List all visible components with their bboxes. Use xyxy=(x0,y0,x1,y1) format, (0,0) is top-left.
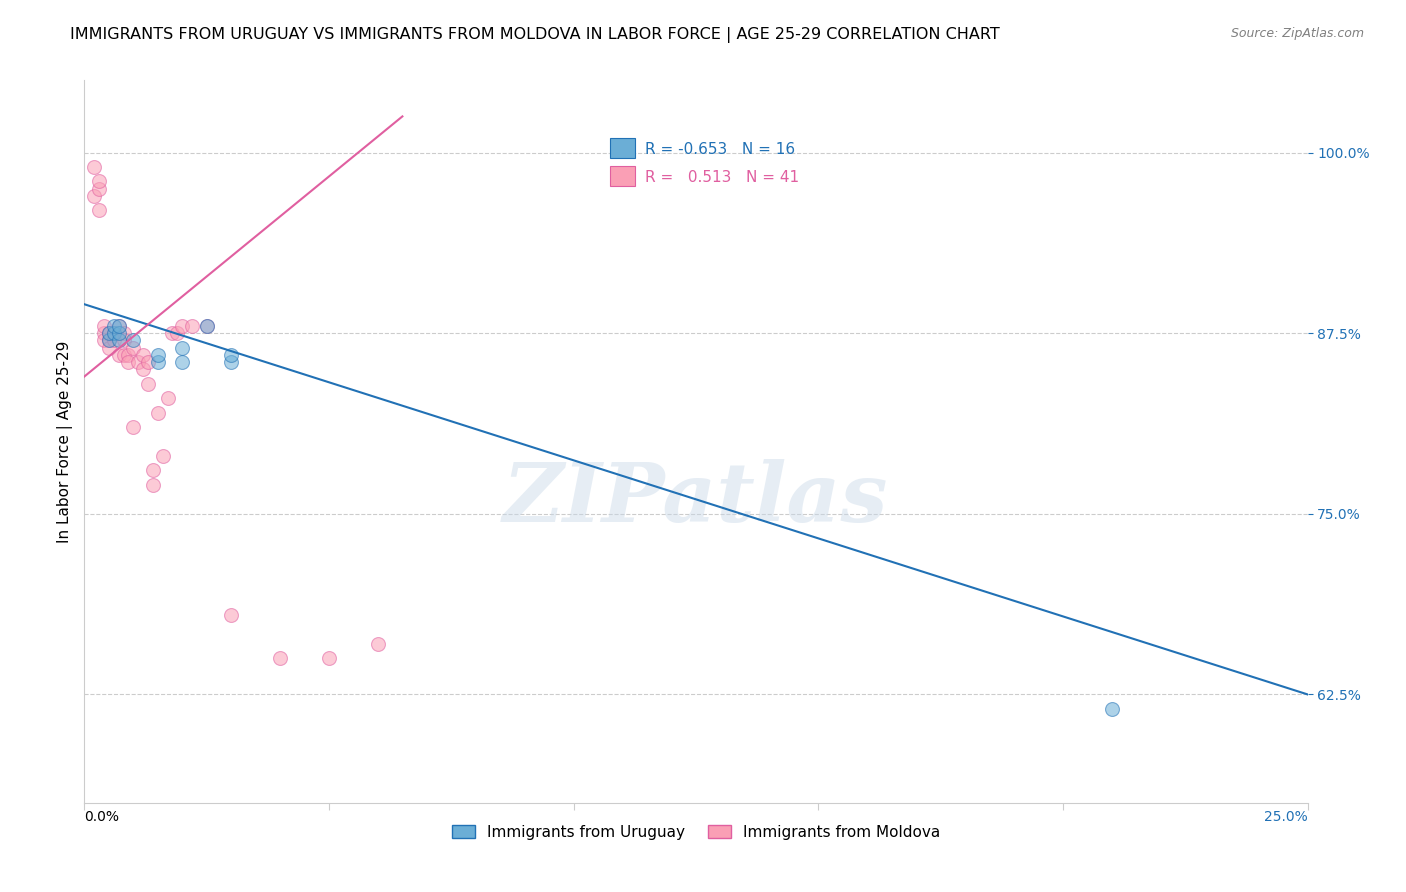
Text: R =   0.513   N = 41: R = 0.513 N = 41 xyxy=(644,169,799,185)
Point xyxy=(195,318,218,333)
Point xyxy=(152,449,174,463)
Point xyxy=(219,355,242,369)
Text: ZIPatlas: ZIPatlas xyxy=(503,459,889,540)
Point xyxy=(103,334,125,348)
Point xyxy=(162,326,184,341)
Point xyxy=(97,334,120,348)
Point xyxy=(136,355,159,369)
Point xyxy=(318,651,340,665)
Point xyxy=(103,318,125,333)
Point xyxy=(122,341,145,355)
Point xyxy=(93,334,115,348)
Point xyxy=(107,348,129,362)
Point xyxy=(83,160,105,174)
Point xyxy=(97,334,120,348)
Point xyxy=(136,376,159,391)
Point xyxy=(107,326,129,341)
Point xyxy=(166,326,188,341)
Point xyxy=(97,326,120,341)
Point xyxy=(103,326,125,341)
Text: 0.0%: 0.0% xyxy=(84,810,120,824)
Point xyxy=(172,318,194,333)
Point xyxy=(112,326,135,341)
FancyBboxPatch shape xyxy=(610,138,636,158)
Text: R = -0.653   N = 16: R = -0.653 N = 16 xyxy=(644,142,794,157)
Text: 25.0%: 25.0% xyxy=(1264,810,1308,824)
Point xyxy=(142,463,165,477)
Point xyxy=(87,174,110,188)
Point xyxy=(97,341,120,355)
Point xyxy=(112,348,135,362)
Text: IMMIGRANTS FROM URUGUAY VS IMMIGRANTS FROM MOLDOVA IN LABOR FORCE | AGE 25-29 CO: IMMIGRANTS FROM URUGUAY VS IMMIGRANTS FR… xyxy=(70,27,1000,43)
Point xyxy=(156,391,179,405)
Point xyxy=(117,348,139,362)
Point xyxy=(219,607,242,622)
Point xyxy=(122,334,145,348)
Point xyxy=(1101,702,1123,716)
FancyBboxPatch shape xyxy=(610,166,636,186)
Point xyxy=(97,326,120,341)
Point xyxy=(127,355,149,369)
Point xyxy=(87,182,110,196)
Point xyxy=(122,420,145,434)
Point xyxy=(142,478,165,492)
Point xyxy=(172,341,194,355)
Point xyxy=(107,334,129,348)
Point xyxy=(146,348,169,362)
Point xyxy=(132,362,155,376)
Point xyxy=(146,355,169,369)
Point xyxy=(172,355,194,369)
Point xyxy=(107,318,129,333)
Point xyxy=(219,348,242,362)
Legend: Immigrants from Uruguay, Immigrants from Moldova: Immigrants from Uruguay, Immigrants from… xyxy=(446,819,946,846)
Point xyxy=(269,651,291,665)
Y-axis label: In Labor Force | Age 25-29: In Labor Force | Age 25-29 xyxy=(58,341,73,542)
Point xyxy=(87,203,110,218)
Point xyxy=(93,326,115,341)
Point xyxy=(132,348,155,362)
Point xyxy=(117,355,139,369)
Point xyxy=(93,318,115,333)
Point xyxy=(107,318,129,333)
Point xyxy=(103,326,125,341)
Point xyxy=(112,334,135,348)
Point xyxy=(181,318,204,333)
Point xyxy=(146,406,169,420)
Point xyxy=(195,318,218,333)
Point xyxy=(367,637,389,651)
Text: Source: ZipAtlas.com: Source: ZipAtlas.com xyxy=(1230,27,1364,40)
Point xyxy=(83,189,105,203)
